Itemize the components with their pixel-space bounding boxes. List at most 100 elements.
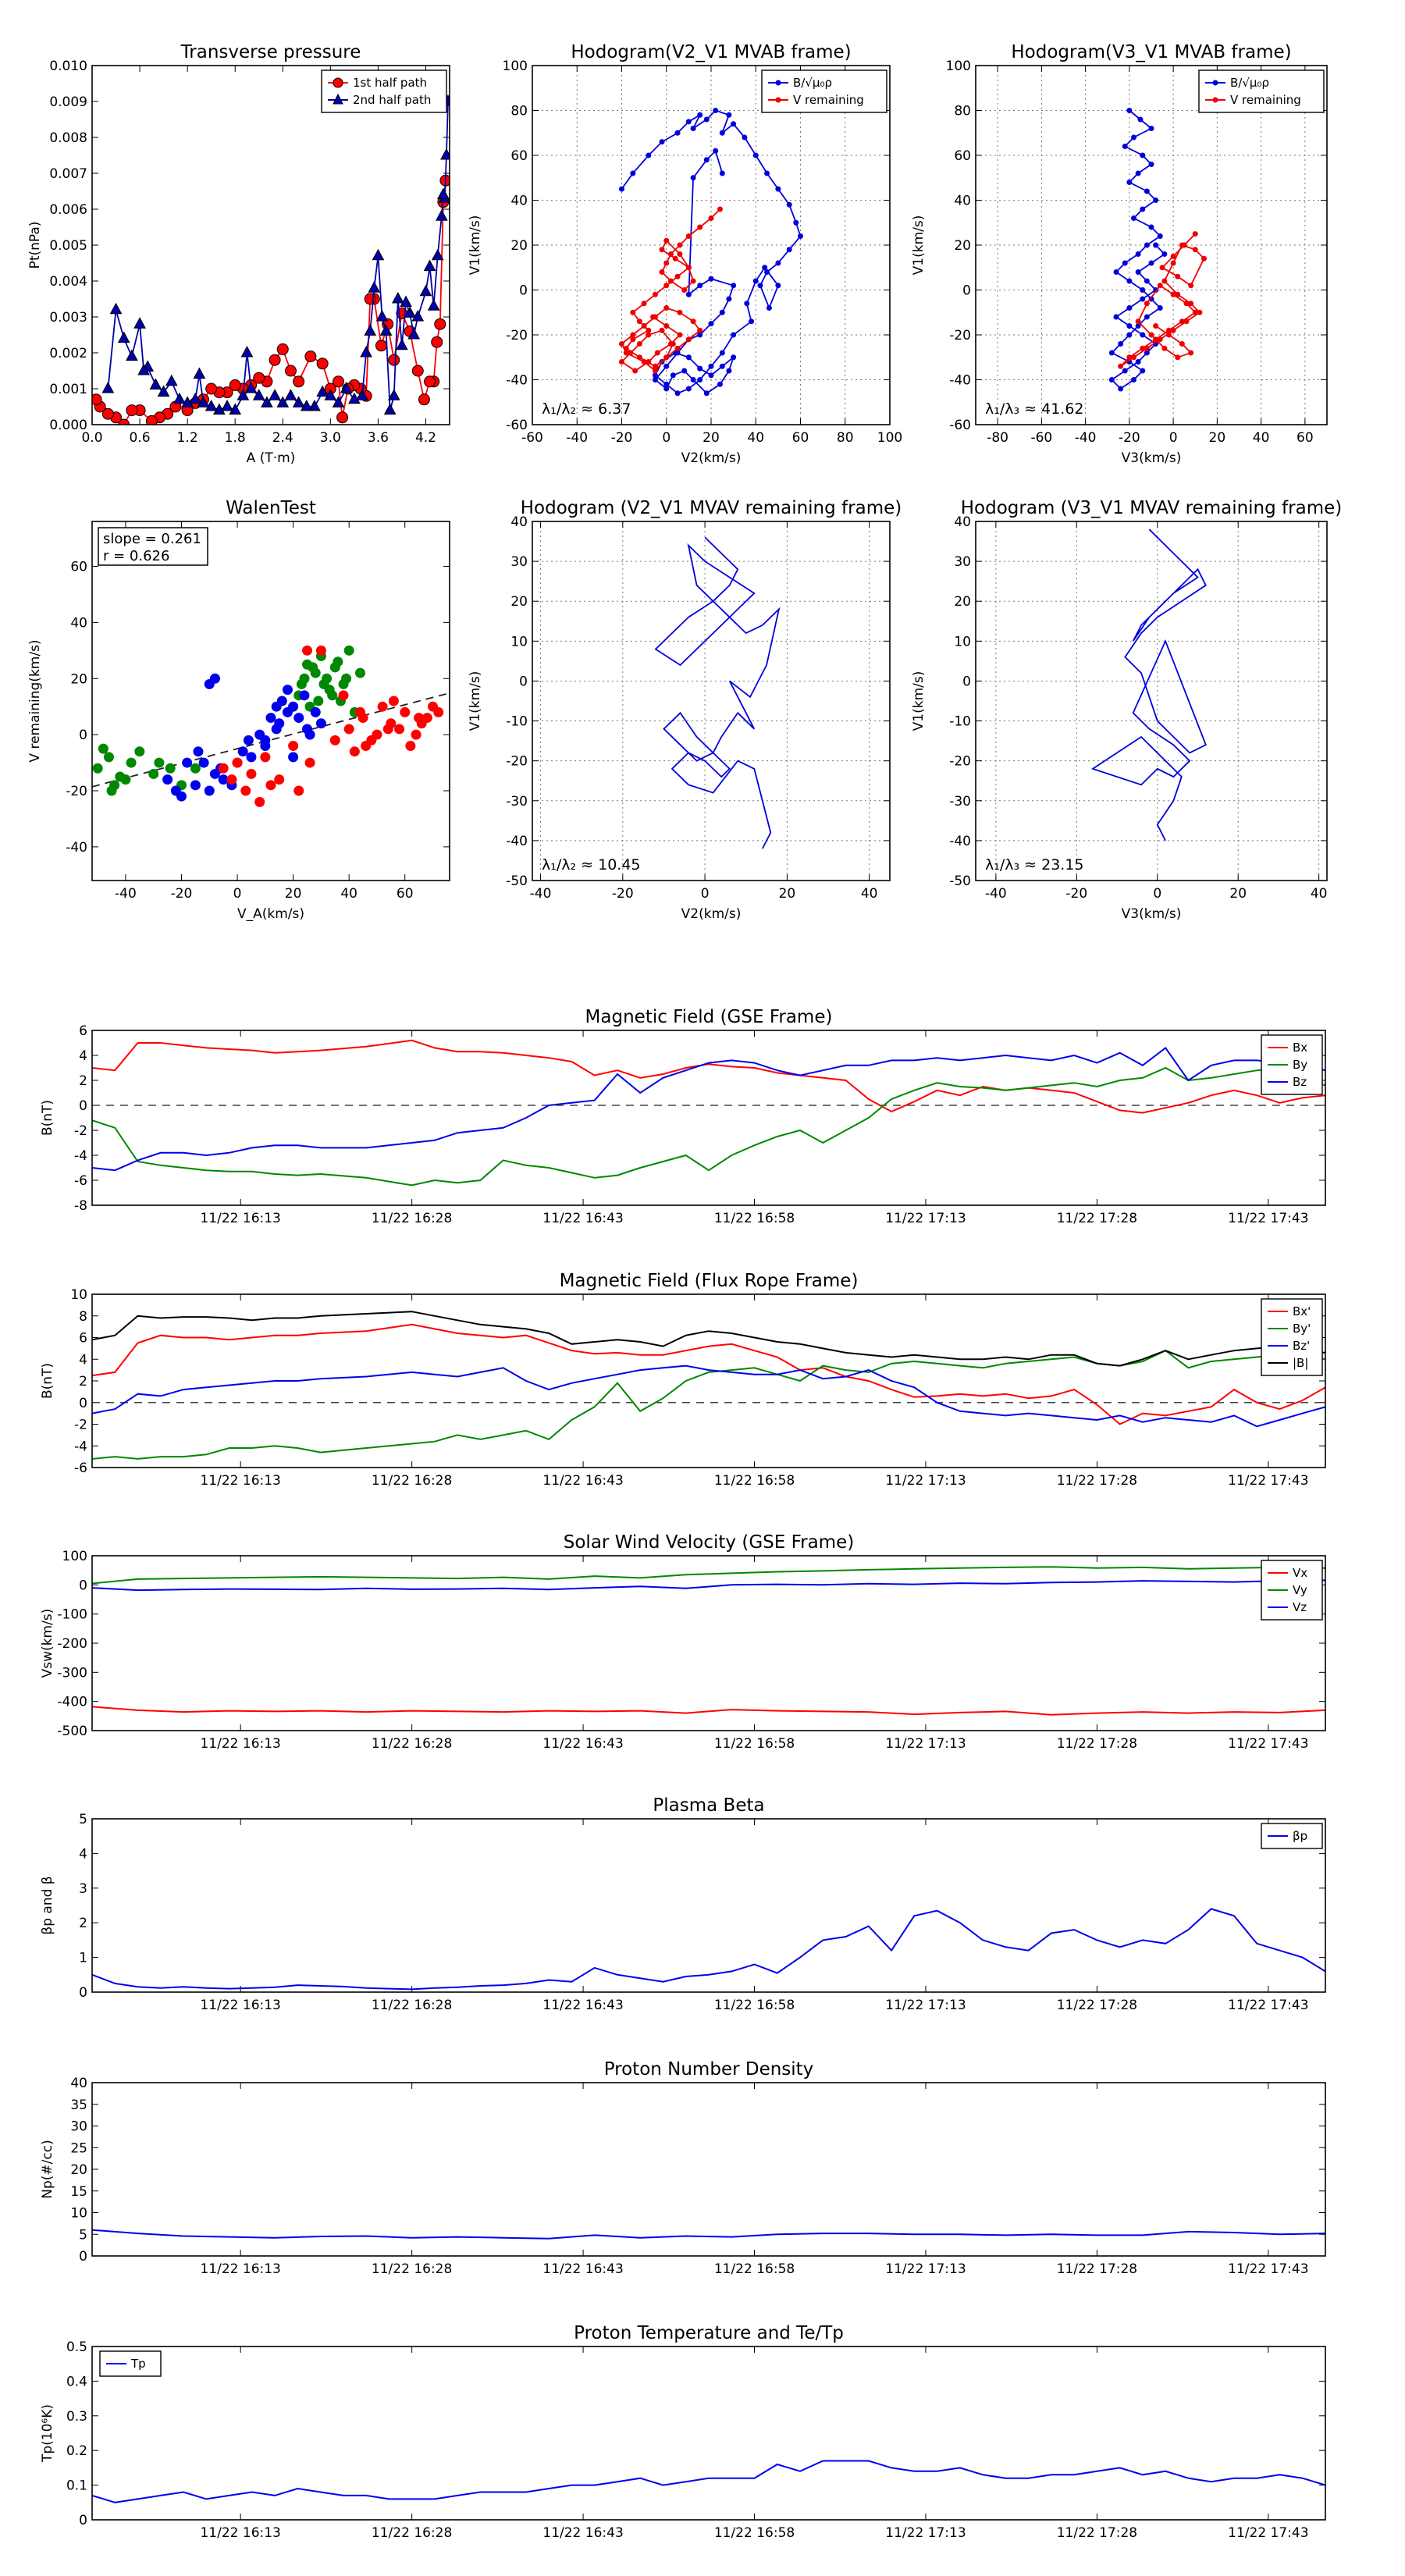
data-point bbox=[392, 291, 404, 304]
data-point bbox=[1122, 144, 1128, 149]
plot-frame bbox=[91, 1555, 1326, 1731]
x-tick-label: 20 bbox=[779, 886, 796, 902]
data-point bbox=[1137, 116, 1144, 123]
data-point bbox=[793, 219, 799, 226]
data-point bbox=[382, 724, 393, 735]
data-point bbox=[663, 323, 670, 329]
chart-title: Hodogram (V3_V1 MVAV remaining frame) bbox=[961, 498, 1342, 518]
y-tick-label: 0.005 bbox=[49, 238, 87, 254]
data-point bbox=[271, 724, 282, 735]
data-point bbox=[313, 696, 324, 706]
data-point bbox=[435, 209, 448, 221]
data-point bbox=[685, 386, 692, 392]
plot-area bbox=[976, 66, 1327, 425]
data-point bbox=[667, 278, 674, 284]
data-point bbox=[690, 278, 696, 284]
y-tick-label: 30 bbox=[510, 554, 528, 570]
chart-title: Plasma Beta bbox=[653, 1795, 764, 1816]
plot-frame bbox=[532, 65, 891, 425]
x-tick-label: 11/22 16:58 bbox=[714, 1998, 795, 2013]
data-point bbox=[411, 309, 425, 322]
data-point bbox=[708, 321, 714, 327]
data-point bbox=[134, 746, 145, 757]
x-tick-label: 11/22 17:13 bbox=[885, 2525, 966, 2541]
data-point bbox=[1166, 332, 1172, 338]
data-point bbox=[663, 260, 670, 266]
data-point bbox=[650, 314, 656, 320]
data-point bbox=[697, 224, 703, 230]
legend-label: B/√μ₀ρ bbox=[1230, 76, 1269, 90]
data-point bbox=[646, 359, 652, 365]
data-point bbox=[229, 379, 241, 391]
y-tick-label: 100 bbox=[946, 59, 971, 74]
data-point bbox=[619, 186, 624, 192]
data-point bbox=[677, 309, 683, 315]
data-point bbox=[101, 381, 115, 393]
data-point bbox=[1108, 377, 1115, 382]
y-axis-label: V remaining(km/s) bbox=[27, 639, 43, 762]
data-point bbox=[269, 354, 281, 366]
x-tick-label: 3.6 bbox=[368, 430, 389, 446]
data-point bbox=[1161, 278, 1168, 284]
y-tick-label: 0.3 bbox=[66, 2409, 87, 2425]
data-point bbox=[360, 345, 372, 358]
y-tick-label: -10 bbox=[949, 714, 971, 730]
x-tick-label: 11/22 16:43 bbox=[542, 1736, 623, 1752]
y-axis-label: V1(km/s) bbox=[911, 215, 927, 276]
data-point bbox=[1148, 162, 1154, 167]
plot-frame bbox=[91, 1030, 1326, 1206]
data-point bbox=[713, 108, 719, 113]
x-tick-label: 0 bbox=[662, 430, 670, 446]
y-axis-label: V1(km/s) bbox=[911, 671, 927, 731]
x-tick-label: 11/22 16:13 bbox=[200, 2525, 280, 2541]
data-point bbox=[296, 678, 307, 689]
y-tick-label: 5 bbox=[79, 1812, 87, 1827]
y-tick-label: 0.5 bbox=[66, 2339, 87, 2355]
y-tick-label: 40 bbox=[954, 514, 971, 530]
x-tick-label: 0 bbox=[1169, 430, 1178, 446]
data-point bbox=[1170, 291, 1176, 297]
data-point bbox=[641, 301, 647, 307]
data-point bbox=[302, 645, 313, 656]
x-tick-label: 11/22 16:28 bbox=[372, 1736, 452, 1752]
y-tick-label: -20 bbox=[949, 328, 971, 343]
x-tick-label: 40 bbox=[1311, 886, 1328, 902]
data-point bbox=[641, 359, 647, 365]
x-tick-label: 0.6 bbox=[130, 430, 151, 446]
data-point bbox=[394, 724, 405, 735]
data-point bbox=[1161, 251, 1168, 257]
legend-label: 1st half path bbox=[353, 76, 427, 90]
chart-hodo3: -40 -20 0 20 40-50-40-30-20-10010203040Hodog… bbox=[468, 498, 902, 922]
x-tick-label: -20 bbox=[171, 886, 193, 902]
data-point bbox=[149, 378, 162, 390]
chart-title: Transverse pressure bbox=[180, 42, 361, 62]
data-point bbox=[253, 372, 265, 384]
x-tick-label: 11/22 17:43 bbox=[1228, 1998, 1308, 2013]
data-point bbox=[407, 327, 421, 340]
data-point bbox=[1135, 318, 1141, 325]
x-tick-label: 60 bbox=[1297, 430, 1314, 446]
data-point bbox=[109, 302, 123, 315]
data-point bbox=[652, 372, 658, 379]
y-tick-label: 20 bbox=[70, 671, 87, 687]
legend-label: Vz bbox=[1293, 1600, 1307, 1614]
data-point bbox=[1183, 318, 1190, 325]
y-tick-label: 0 bbox=[962, 283, 971, 299]
data-point bbox=[388, 354, 400, 366]
legend: 1st half path 2nd half path bbox=[321, 69, 447, 113]
x-tick-label: 0 bbox=[701, 886, 710, 902]
x-tick-label: 40 bbox=[340, 886, 357, 902]
x-tick-label: 1.8 bbox=[225, 430, 246, 446]
y-axis-label: B(nT) bbox=[40, 1100, 55, 1136]
x-tick-label: 11/22 17:13 bbox=[885, 1736, 966, 1752]
data-point bbox=[762, 265, 768, 271]
y-tick-label: 0.003 bbox=[49, 310, 87, 326]
y-axis-label: Vsw(km/s) bbox=[40, 1609, 55, 1678]
data-point bbox=[1175, 291, 1181, 297]
y-tick-label: 40 bbox=[70, 615, 87, 631]
chart-np: 11/22 16:13 11/22 16:28 11/22 16:43 11/22 1… bbox=[40, 2059, 1326, 2277]
eigenvalue-ratio-label: λ₁/λ₂ ≈ 10.45 bbox=[542, 856, 641, 873]
data-point bbox=[652, 291, 658, 297]
data-point bbox=[646, 152, 652, 158]
data-point bbox=[383, 403, 397, 415]
